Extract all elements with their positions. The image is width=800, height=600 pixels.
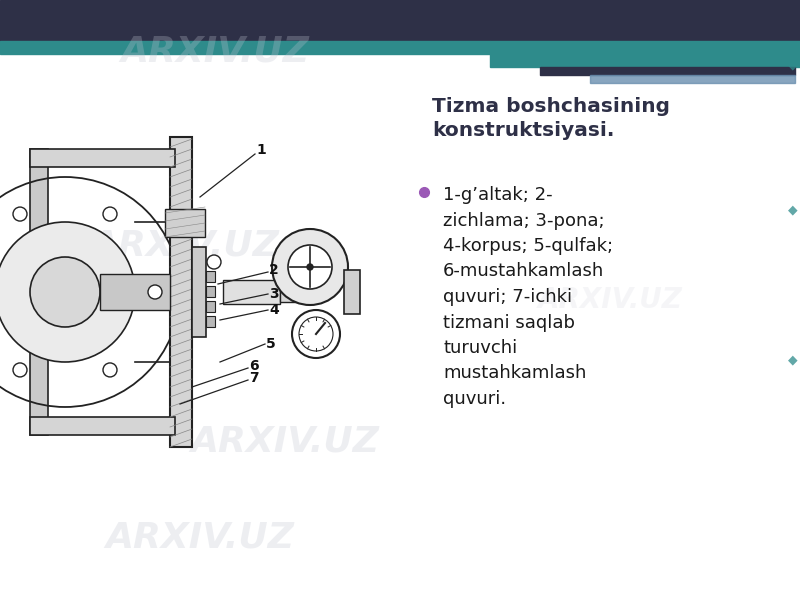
Bar	[540, 67, 795, 75]
Text: 2: 2	[269, 263, 279, 277]
Circle shape	[288, 245, 332, 289]
Text: 5: 5	[266, 337, 276, 351]
Text: zichlama; 3-pona;: zichlama; 3-pona;	[443, 211, 605, 229]
Bar	[0, 41, 490, 54]
Circle shape	[103, 363, 117, 377]
Text: ◆: ◆	[788, 353, 798, 367]
Circle shape	[13, 363, 27, 377]
Circle shape	[292, 310, 340, 358]
Circle shape	[13, 207, 27, 221]
Text: ◆: ◆	[788, 58, 798, 71]
Text: konstruktsiyasi.: konstruktsiyasi.	[432, 121, 614, 140]
Bar	[30, 149, 175, 167]
Circle shape	[30, 257, 100, 327]
Text: 3: 3	[269, 287, 279, 301]
Text: ARXIV.UZ: ARXIV.UZ	[106, 521, 294, 555]
Bar	[206, 316, 215, 327]
Bar	[206, 271, 215, 282]
Text: ARXIV.UZ: ARXIV.UZ	[90, 228, 279, 262]
Bar	[165, 209, 205, 237]
Bar	[206, 301, 215, 312]
Text: ARXIV.UZ: ARXIV.UZ	[190, 425, 379, 459]
Text: quvuri; 7-ichki: quvuri; 7-ichki	[443, 288, 572, 306]
Bar	[30, 149, 48, 435]
Bar	[100, 274, 170, 310]
Text: ARXIV.UZ: ARXIV.UZ	[538, 286, 682, 314]
Circle shape	[103, 207, 117, 221]
Bar	[280, 282, 310, 302]
Circle shape	[148, 285, 162, 299]
Bar	[192, 247, 206, 337]
Text: 6: 6	[249, 359, 259, 373]
Bar	[170, 137, 192, 447]
Text: 6-mustahkamlash: 6-mustahkamlash	[443, 263, 604, 280]
Text: 4-korpus; 5-qulfak;: 4-korpus; 5-qulfak;	[443, 237, 613, 255]
Bar	[490, 41, 800, 67]
Bar	[30, 417, 175, 435]
Text: Tizma boshchasining: Tizma boshchasining	[432, 97, 670, 116]
Text: mustahkamlash: mustahkamlash	[443, 364, 586, 383]
Text: ◆: ◆	[788, 203, 798, 217]
Text: tizmani saqlab: tizmani saqlab	[443, 313, 575, 331]
Text: ARXIV.UZ: ARXIV.UZ	[121, 35, 310, 69]
Text: 1: 1	[256, 143, 266, 157]
Text: 4: 4	[269, 303, 279, 317]
Bar	[223, 280, 280, 304]
Text: quvuri.: quvuri.	[443, 390, 506, 408]
Bar	[344, 270, 360, 314]
Bar	[590, 75, 795, 83]
Bar	[0, 0, 800, 41]
Text: 7: 7	[249, 371, 259, 385]
Circle shape	[207, 255, 221, 269]
Text: 1-g’altak; 2-: 1-g’altak; 2-	[443, 186, 553, 204]
Circle shape	[307, 264, 313, 270]
Circle shape	[0, 222, 135, 362]
Text: turuvchi: turuvchi	[443, 339, 518, 357]
Circle shape	[272, 229, 348, 305]
Bar	[206, 286, 215, 297]
